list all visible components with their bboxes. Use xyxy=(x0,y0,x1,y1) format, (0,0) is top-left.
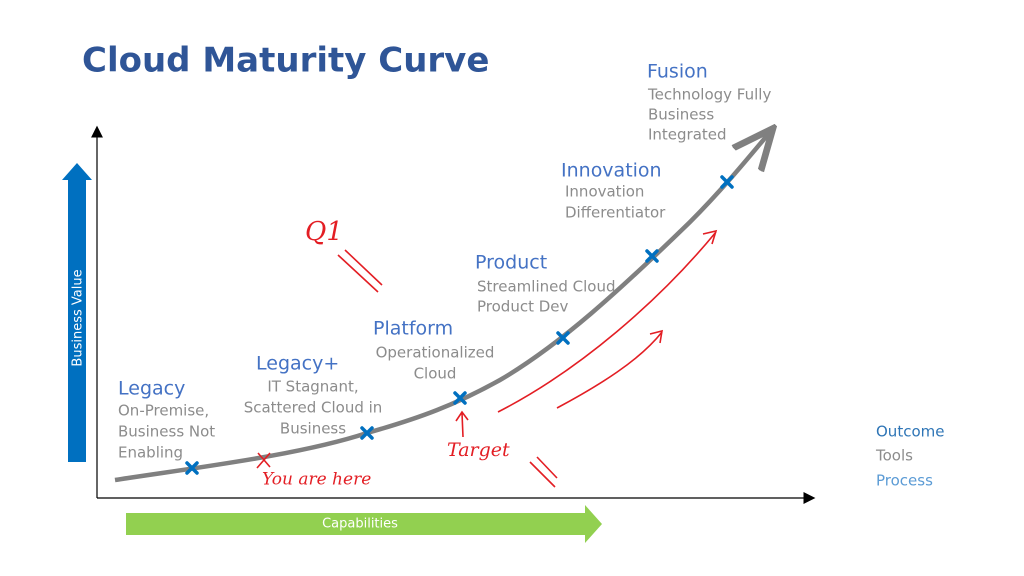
stage-desc: Enabling xyxy=(118,444,183,462)
stage-name: Product xyxy=(475,252,547,274)
ink xyxy=(337,249,383,293)
legend-item: Process xyxy=(876,472,933,490)
title: Cloud Maturity Curve xyxy=(82,41,489,81)
ink xyxy=(497,229,718,413)
stage-name: Innovation xyxy=(561,160,662,182)
y-label: Business Value xyxy=(71,269,86,366)
ink xyxy=(556,329,663,409)
stage-desc: Business xyxy=(648,106,714,124)
stage-desc: IT Stagnant, xyxy=(267,378,358,396)
ink xyxy=(256,452,271,469)
ink xyxy=(529,456,558,488)
stage-desc: Cloud xyxy=(414,365,457,383)
x-label: Capabilities xyxy=(322,517,398,532)
legend-item: Outcome xyxy=(876,423,944,441)
stage-name: Legacy xyxy=(118,378,185,400)
stage-desc: Technology Fully xyxy=(647,86,771,104)
stage-name: Fusion xyxy=(647,61,708,83)
annotation-q1: Q1 xyxy=(305,217,343,247)
stage-desc: Business Not xyxy=(118,423,215,441)
stage-desc: Integrated xyxy=(648,126,727,144)
legend-item: Tools xyxy=(875,447,913,465)
stage-desc: On-Premise, xyxy=(118,402,209,420)
ink xyxy=(455,410,469,438)
annotation-target: Target xyxy=(447,439,510,461)
stage-desc: Business xyxy=(280,420,346,438)
stage-markers xyxy=(185,175,734,475)
stage-desc: Operationalized xyxy=(376,344,495,362)
stage-desc: Innovation xyxy=(565,183,644,201)
y-arrow xyxy=(62,163,92,462)
stage-desc: Product Dev xyxy=(477,298,569,316)
x-arrow xyxy=(126,505,602,543)
stage-desc: Scattered Cloud in xyxy=(244,399,383,417)
stage-desc: Streamlined Cloud xyxy=(477,278,615,296)
stage-desc: Differentiator xyxy=(565,204,666,222)
stage-name: Platform xyxy=(373,318,453,340)
annotation-current: You are here xyxy=(262,470,371,490)
stage-name: Legacy+ xyxy=(256,353,339,375)
